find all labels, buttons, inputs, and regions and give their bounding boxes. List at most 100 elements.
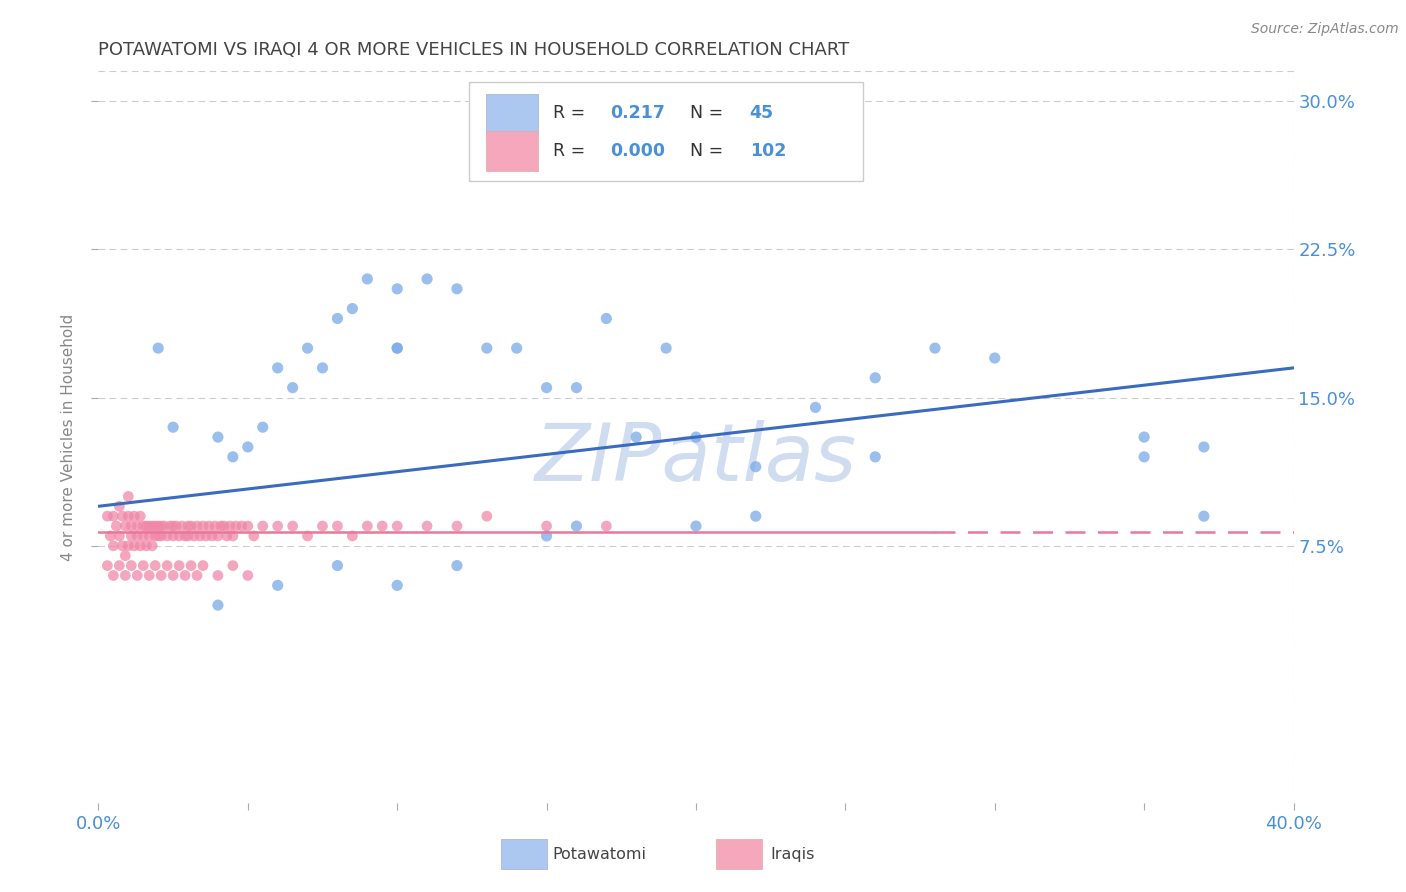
Point xyxy=(162,420,184,434)
Point xyxy=(475,509,498,524)
Point xyxy=(536,529,558,543)
Point xyxy=(212,519,235,533)
Point xyxy=(132,529,155,543)
FancyBboxPatch shape xyxy=(485,131,538,171)
Point xyxy=(132,519,155,533)
Point xyxy=(143,519,166,533)
Point xyxy=(191,519,214,533)
Point xyxy=(159,519,181,533)
Text: 102: 102 xyxy=(749,142,786,160)
Point xyxy=(685,519,707,533)
Point xyxy=(865,371,887,385)
Point xyxy=(111,539,134,553)
Point xyxy=(326,519,349,533)
Point xyxy=(222,529,245,543)
Point xyxy=(120,529,142,543)
Point xyxy=(984,351,1007,365)
Text: 0.217: 0.217 xyxy=(610,104,665,122)
Text: 45: 45 xyxy=(749,104,773,122)
Point xyxy=(1133,450,1156,464)
Point xyxy=(156,529,179,543)
Point xyxy=(174,568,197,582)
Point xyxy=(191,558,214,573)
Point xyxy=(127,568,149,582)
Point xyxy=(745,509,768,524)
Text: ZIPatlas: ZIPatlas xyxy=(534,420,858,498)
Point xyxy=(135,539,157,553)
Point xyxy=(267,519,290,533)
Point xyxy=(117,489,139,503)
Point xyxy=(416,272,439,286)
Point xyxy=(103,509,125,524)
Point xyxy=(141,519,163,533)
Point xyxy=(148,529,170,543)
Point xyxy=(96,509,118,524)
Point xyxy=(385,282,409,296)
Point xyxy=(114,549,136,563)
Point xyxy=(326,558,349,573)
Point xyxy=(165,519,187,533)
Point xyxy=(108,529,131,543)
Point xyxy=(1192,440,1215,454)
Text: Potawatomi: Potawatomi xyxy=(553,847,647,863)
Point xyxy=(167,529,190,543)
Point xyxy=(172,519,194,533)
Point xyxy=(924,341,946,355)
Point xyxy=(207,430,229,444)
Point xyxy=(198,519,221,533)
Point xyxy=(105,519,128,533)
Point xyxy=(114,519,136,533)
Point xyxy=(111,509,134,524)
Text: N =: N = xyxy=(690,142,728,160)
Text: 0.000: 0.000 xyxy=(610,142,665,160)
Point xyxy=(865,450,887,464)
Point xyxy=(162,519,184,533)
Point xyxy=(311,360,333,375)
Point xyxy=(96,558,118,573)
Point xyxy=(745,459,768,474)
Point xyxy=(1133,430,1156,444)
Point xyxy=(127,529,149,543)
Point xyxy=(138,519,160,533)
Point xyxy=(143,529,166,543)
FancyBboxPatch shape xyxy=(716,839,762,870)
Point xyxy=(180,558,202,573)
Point xyxy=(138,568,160,582)
Point xyxy=(117,509,139,524)
Point xyxy=(222,450,245,464)
Point xyxy=(215,529,238,543)
Point xyxy=(129,539,152,553)
Point xyxy=(231,519,253,533)
Point xyxy=(124,539,146,553)
FancyBboxPatch shape xyxy=(470,82,863,181)
Point xyxy=(595,311,617,326)
Y-axis label: 4 or more Vehicles in Household: 4 or more Vehicles in Household xyxy=(60,313,76,561)
Point xyxy=(186,568,208,582)
Point xyxy=(685,430,707,444)
Point xyxy=(536,381,558,395)
Point xyxy=(252,519,274,533)
Text: R =: R = xyxy=(553,104,591,122)
Point xyxy=(236,440,259,454)
Point xyxy=(143,558,166,573)
Point xyxy=(148,519,170,533)
Point xyxy=(153,519,176,533)
Point xyxy=(186,519,208,533)
Point xyxy=(174,529,197,543)
Point xyxy=(655,341,678,355)
Point xyxy=(148,341,170,355)
Point xyxy=(150,568,173,582)
Point xyxy=(195,529,218,543)
Text: N =: N = xyxy=(690,104,728,122)
Point xyxy=(297,341,319,355)
Point xyxy=(207,529,229,543)
FancyBboxPatch shape xyxy=(501,839,547,870)
Point xyxy=(209,519,232,533)
Point xyxy=(132,558,155,573)
Point xyxy=(243,529,266,543)
Point xyxy=(385,519,409,533)
Point xyxy=(252,420,274,434)
Text: Source: ZipAtlas.com: Source: ZipAtlas.com xyxy=(1251,22,1399,37)
Point xyxy=(204,519,226,533)
Point xyxy=(506,341,529,355)
